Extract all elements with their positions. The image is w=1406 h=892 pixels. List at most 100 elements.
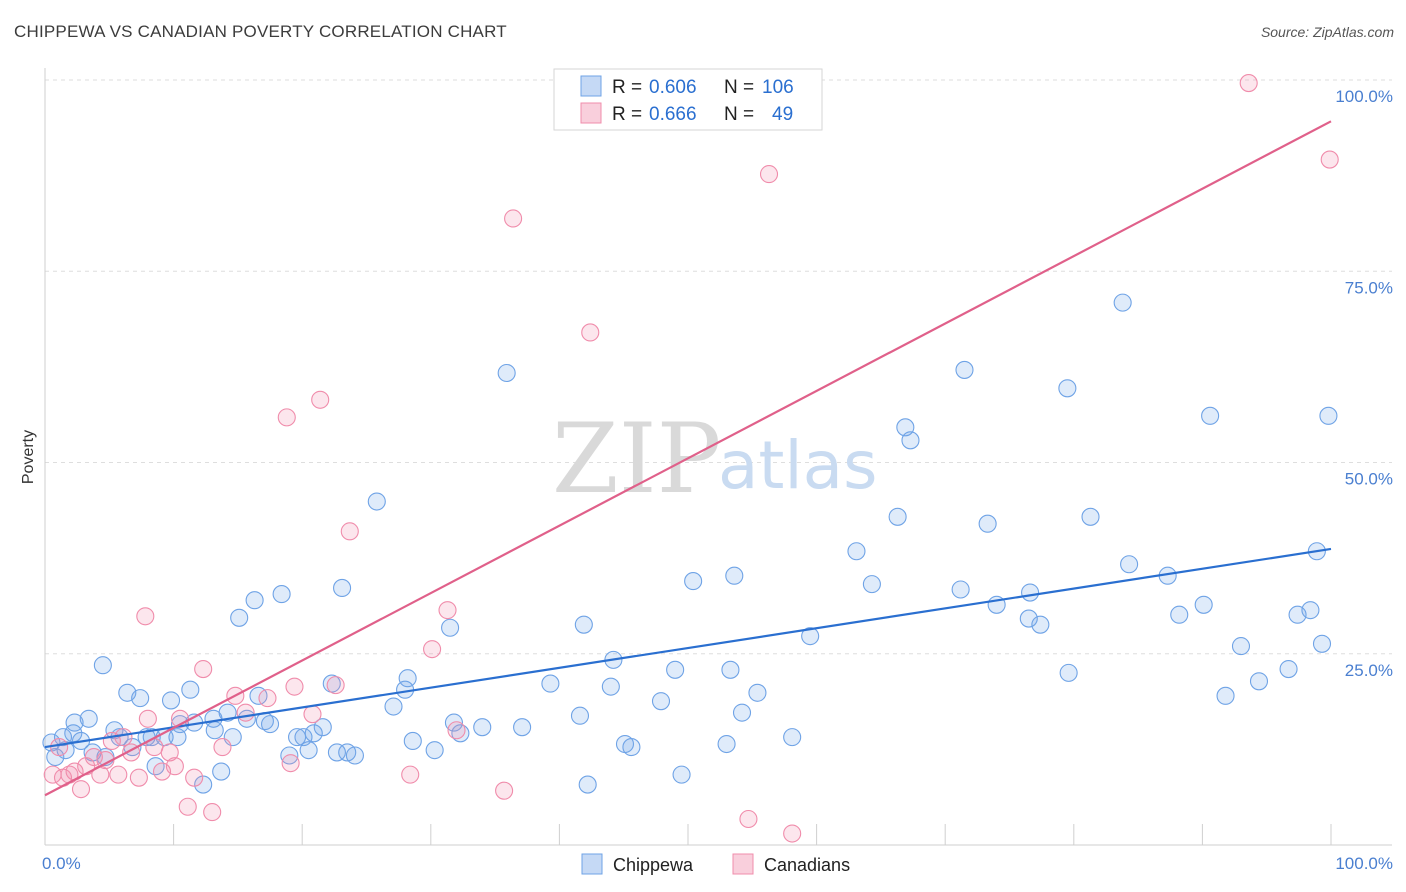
- canadians-point: [136, 607, 155, 626]
- canadians-point: [194, 659, 213, 679]
- chippewa-point: [473, 718, 492, 737]
- x-tick-label-max: 100.0%: [1335, 854, 1393, 873]
- chippewa-point: [131, 689, 150, 708]
- chippewa-point: [978, 514, 997, 533]
- chippewa-point: [732, 703, 752, 722]
- chippewa-point: [1231, 637, 1251, 656]
- bottom-legend-swatch-canadians: [732, 853, 754, 875]
- trend-line-canadians: [44, 120, 1332, 797]
- scatter-points: [42, 74, 1339, 843]
- canadians-point: [71, 780, 91, 799]
- canadians-point: [84, 747, 103, 767]
- chippewa-point: [65, 713, 84, 732]
- chippewa-point: [955, 360, 974, 379]
- chippewa-point: [666, 660, 685, 679]
- y-tick-labels: 25.0% 50.0% 75.0% 100.0%: [1335, 87, 1393, 680]
- chippewa-point: [398, 669, 417, 688]
- chippewa-point: [425, 741, 444, 760]
- chippewa-point: [212, 762, 231, 781]
- chippewa-point: [1170, 605, 1189, 624]
- chippewa-point: [1279, 659, 1298, 679]
- chippewa-point: [901, 431, 920, 450]
- legend-n-label-1: N =: [724, 77, 754, 98]
- y-axis-label: Poverty: [20, 430, 37, 484]
- canadians-point: [303, 705, 322, 724]
- y-tick-label: 75.0%: [1345, 278, 1393, 297]
- x-tick-labels: 0.0% 100.0%: [42, 854, 1393, 873]
- canadians-point: [114, 728, 133, 747]
- canadians-point: [185, 768, 204, 787]
- canadians-point: [311, 390, 330, 409]
- chippewa-point: [1194, 595, 1213, 614]
- canadians-point: [213, 738, 232, 757]
- chippewa-point: [951, 580, 970, 599]
- chippewa-point: [327, 743, 346, 762]
- legend-n-value-1: 106: [762, 77, 794, 98]
- canadians-point: [203, 803, 222, 822]
- chippewa-point: [1031, 615, 1050, 634]
- chippewa-point: [651, 692, 671, 711]
- bottom-legend-swatch-chippewa: [581, 853, 603, 875]
- chippewa-point: [367, 492, 386, 511]
- canadians-point: [581, 323, 600, 342]
- y-tick-label: 50.0%: [1345, 470, 1393, 489]
- canadians-point: [438, 601, 457, 620]
- chippewa-point: [272, 585, 291, 604]
- legend-r-label-2: R =: [612, 104, 642, 125]
- chippewa-point: [1019, 609, 1038, 628]
- chippewa-point: [684, 572, 703, 591]
- chippewa-point: [260, 715, 280, 734]
- chippewa-point: [288, 728, 307, 747]
- canadians-point: [401, 765, 420, 784]
- chippewa-point: [46, 747, 65, 767]
- legend-swatch-chippewa: [580, 75, 602, 97]
- canadians-point: [258, 689, 277, 708]
- canadians-point: [423, 640, 442, 659]
- y-tick-label: 100.0%: [1335, 87, 1393, 106]
- chippewa-point: [280, 746, 299, 765]
- canadians-point: [326, 676, 345, 695]
- watermark: ZIP atlas: [552, 403, 878, 515]
- chippewa-point: [1301, 601, 1320, 620]
- canadians-point: [236, 703, 255, 722]
- chippewa-point: [181, 680, 200, 699]
- bottom-legend-label-canadians: Canadians: [764, 855, 850, 875]
- chippewa-point: [601, 677, 620, 696]
- chippewa-point: [672, 765, 691, 784]
- canadians-point: [1320, 150, 1339, 169]
- chippewa-point: [313, 718, 332, 737]
- canadians-point: [178, 797, 197, 816]
- chippewa-point: [1113, 293, 1132, 312]
- grid: [45, 79, 1392, 655]
- chippewa-point: [1058, 379, 1077, 398]
- legend-n-value-2: 49: [772, 104, 793, 125]
- canadians-point: [160, 743, 179, 762]
- canadians-point: [340, 522, 359, 541]
- canadians-point: [129, 768, 148, 787]
- chart-title: CHIPPEWA VS CANADIAN POVERTY CORRELATION…: [14, 22, 507, 41]
- canadians-point: [739, 809, 758, 829]
- chippewa-point: [725, 566, 744, 585]
- canadians-point: [783, 824, 802, 843]
- trend-lines: [44, 120, 1332, 797]
- axes: [44, 68, 1392, 846]
- canadians-point: [285, 677, 304, 696]
- series-canadians: [43, 74, 1339, 843]
- chippewa-point: [304, 724, 323, 743]
- chippewa-point: [1120, 555, 1139, 574]
- legend-swatch-canadians: [580, 102, 602, 124]
- source-note: Source: ZipAtlas.com: [1260, 24, 1394, 40]
- canadians-point: [447, 721, 466, 740]
- chippewa-point: [717, 734, 736, 754]
- y-tick-label: 25.0%: [1345, 661, 1393, 680]
- chippewa-point: [862, 575, 881, 594]
- chippewa-point: [541, 674, 560, 693]
- chippewa-point: [1021, 583, 1040, 602]
- chippewa-point: [194, 775, 213, 794]
- chippewa-point: [1312, 634, 1332, 653]
- chippewa-point: [93, 656, 112, 675]
- chippewa-point: [1081, 507, 1100, 526]
- canadians-point: [109, 765, 128, 784]
- legend-r-value-2: 0.666: [649, 104, 697, 125]
- chippewa-point: [497, 363, 516, 383]
